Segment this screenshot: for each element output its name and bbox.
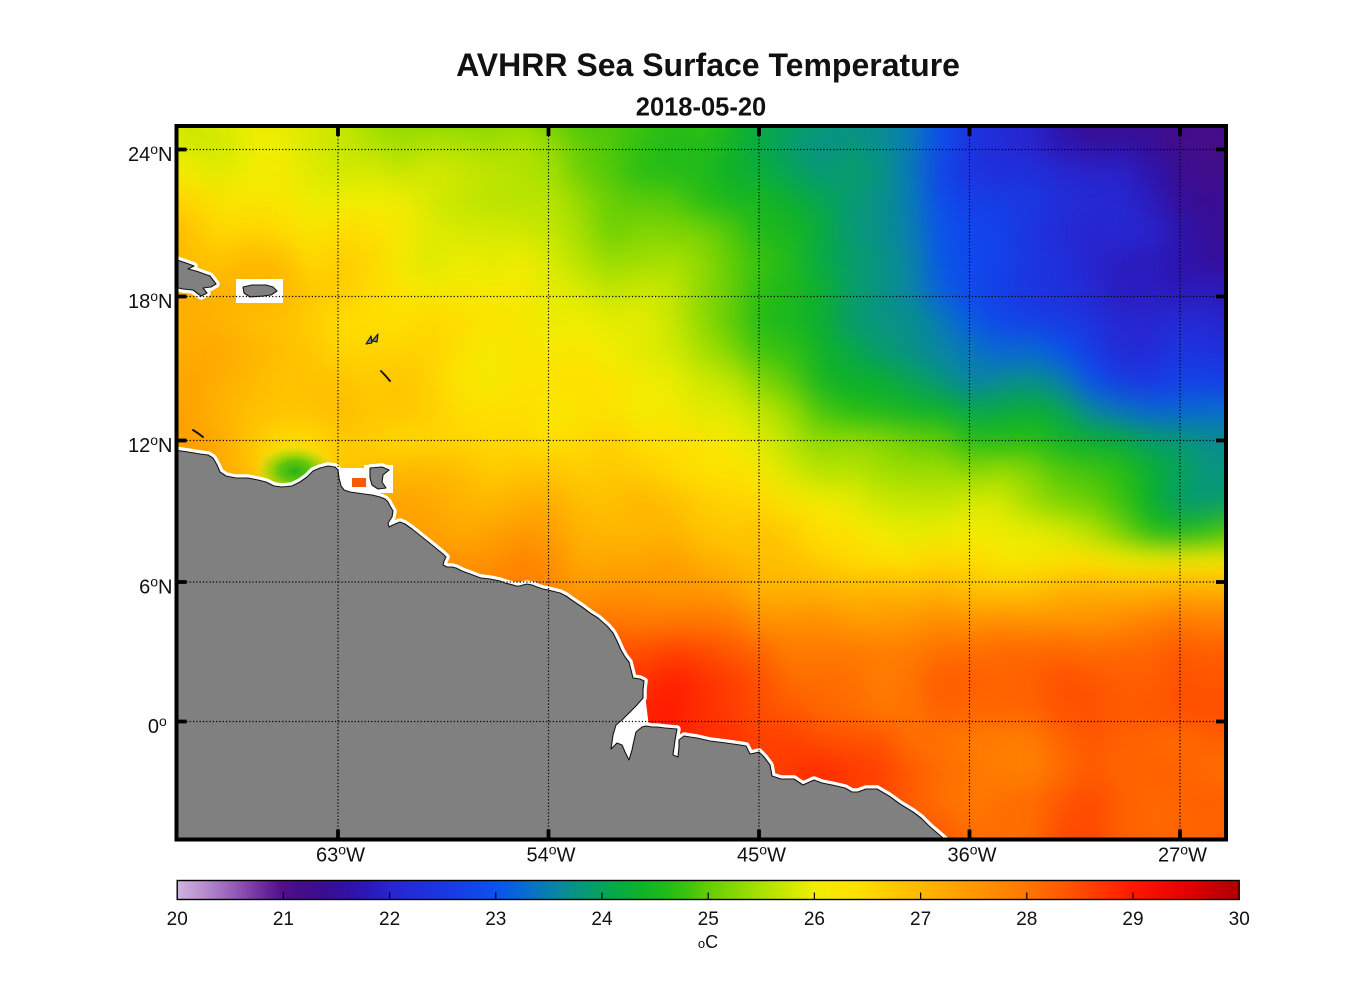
svg-text:18oN: 18oN <box>128 288 173 313</box>
svg-text:21: 21 <box>273 909 294 930</box>
svg-text:20: 20 <box>167 909 188 930</box>
svg-text:6oN: 6oN <box>139 574 172 599</box>
svg-text:oC: oC <box>698 932 718 952</box>
svg-text:2018-05-20: 2018-05-20 <box>636 94 766 122</box>
svg-text:29: 29 <box>1122 909 1143 930</box>
svg-text:28: 28 <box>1016 909 1037 930</box>
svg-text:27: 27 <box>910 909 931 930</box>
svg-text:AVHRR Sea Surface Temperature: AVHRR Sea Surface Temperature <box>456 47 960 83</box>
svg-text:23: 23 <box>485 909 506 930</box>
svg-text:22: 22 <box>379 909 400 930</box>
svg-text:30: 30 <box>1229 909 1250 930</box>
svg-text:25: 25 <box>698 909 719 930</box>
svg-text:24: 24 <box>591 909 613 930</box>
svg-text:27oW: 27oW <box>1158 842 1207 867</box>
svg-text:26: 26 <box>804 909 825 930</box>
svg-text:24oN: 24oN <box>128 141 173 166</box>
